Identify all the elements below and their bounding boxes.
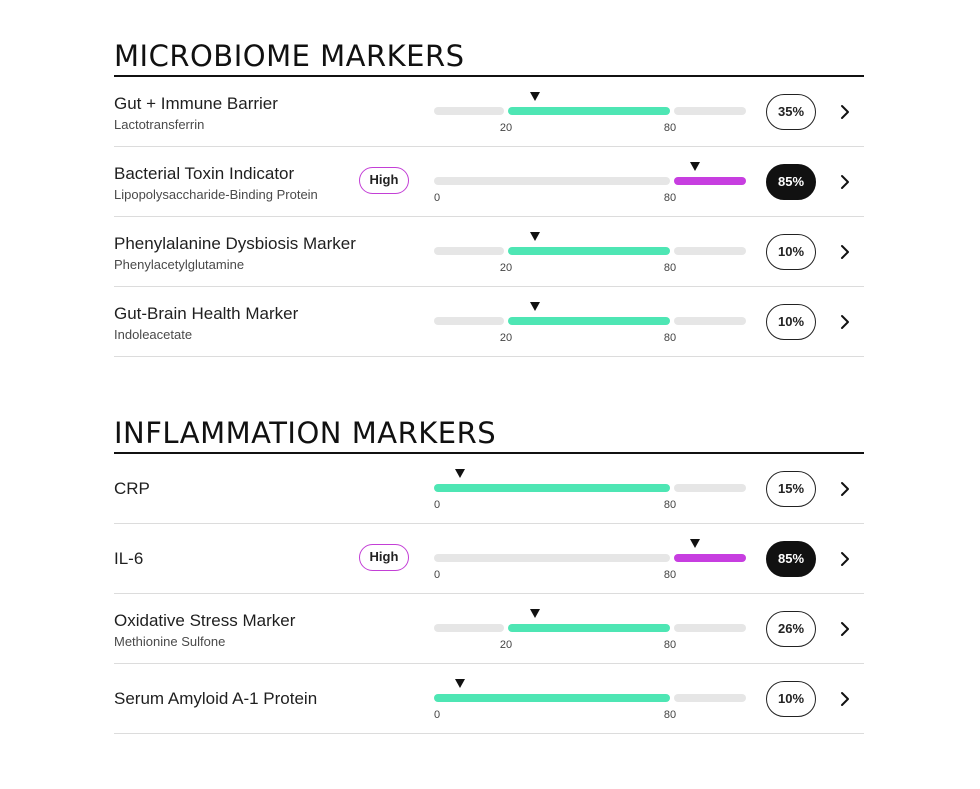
value-marker-icon (530, 609, 540, 618)
marker-subtitle: Lipopolysaccharide-Binding Protein (114, 187, 318, 202)
chevron-right-icon[interactable] (838, 621, 852, 637)
range-bar: 20 80 (434, 77, 746, 146)
percentile-badge: 10% (766, 681, 816, 717)
range-tick-label: 20 (499, 639, 513, 651)
marker-name: CRP (114, 479, 150, 498)
marker-name: Bacterial Toxin Indicator (114, 164, 295, 183)
range-segment (508, 624, 670, 632)
microbiome-markers-section: MICROBIOME MARKERS Gut + Immune Barrier … (114, 37, 864, 357)
percentile-badge: 10% (766, 304, 816, 340)
range-bar: 20 80 (434, 217, 746, 286)
percentile-badge: 85% (766, 164, 816, 200)
range-tick-label: 80 (663, 122, 677, 134)
range-segment (434, 624, 504, 632)
range-segment (434, 177, 670, 185)
percentile-badge: 10% (766, 234, 816, 270)
percentile-badge: 85% (766, 541, 816, 577)
value-marker-icon (690, 539, 700, 548)
value-marker-icon (690, 162, 700, 171)
section-divider (114, 75, 864, 77)
range-bar: 20 80 (434, 594, 746, 663)
range-segment (508, 107, 670, 115)
range-bar: 0 80 (434, 454, 746, 523)
range-segment (434, 317, 504, 325)
chevron-right-icon[interactable] (838, 104, 852, 120)
range-tick-label: 0 (433, 499, 441, 511)
marker-list: Gut + Immune Barrier Lactotransferrin 20… (114, 77, 864, 357)
marker-row[interactable]: Oxidative Stress Marker Methionine Sulfo… (114, 594, 864, 664)
range-tick-label: 80 (663, 332, 677, 344)
range-bar: 20 80 (434, 287, 746, 356)
range-segment (434, 694, 670, 702)
marker-name: Phenylalanine Dysbiosis Marker (114, 234, 356, 253)
range-tick-label: 80 (663, 262, 677, 274)
marker-row[interactable]: IL-6 High 0 80 85% (114, 524, 864, 594)
range-segment (674, 484, 746, 492)
marker-subtitle: Lactotransferrin (114, 117, 205, 132)
chevron-right-icon[interactable] (838, 174, 852, 190)
marker-subtitle: Indoleacetate (114, 327, 193, 342)
value-marker-icon (530, 92, 540, 101)
range-segment (434, 247, 504, 255)
range-segment (434, 107, 504, 115)
percentile-badge: 35% (766, 94, 816, 130)
value-marker-icon (455, 469, 465, 478)
range-segment (674, 107, 746, 115)
marker-list: CRP 0 80 15% IL-6 High 0 80 85% Oxidative … (114, 454, 864, 734)
range-segment (508, 247, 670, 255)
marker-name: Serum Amyloid A-1 Protein (114, 689, 318, 708)
range-tick-label: 0 (433, 709, 441, 721)
section-title: MICROBIOME MARKERS (114, 39, 465, 73)
range-segment (674, 624, 746, 632)
marker-subtitle: Methionine Sulfone (114, 634, 226, 649)
range-tick-label: 80 (663, 192, 677, 204)
chevron-right-icon[interactable] (838, 314, 852, 330)
range-segment (434, 484, 670, 492)
chevron-right-icon[interactable] (838, 691, 852, 707)
marker-name: IL-6 (114, 549, 144, 568)
range-tick-label: 0 (433, 569, 441, 581)
marker-row[interactable]: CRP 0 80 15% (114, 454, 864, 524)
marker-row[interactable]: Gut-Brain Health Marker Indoleacetate 20… (114, 287, 864, 357)
marker-name: Gut + Immune Barrier (114, 94, 278, 113)
range-tick-label: 80 (663, 709, 677, 721)
high-flag-badge: High (359, 167, 409, 194)
value-marker-icon (455, 679, 465, 688)
range-tick-label: 80 (663, 639, 677, 651)
marker-row[interactable]: Serum Amyloid A-1 Protein 0 80 10% (114, 664, 864, 734)
marker-name: Gut-Brain Health Marker (114, 304, 299, 323)
range-segment (674, 317, 746, 325)
range-segment (674, 694, 746, 702)
range-segment (508, 317, 670, 325)
inflammation-markers-section: INFLAMMATION MARKERS CRP 0 80 15% IL-6 Hi… (114, 414, 864, 734)
range-bar: 0 80 (434, 147, 746, 216)
marker-row[interactable]: Gut + Immune Barrier Lactotransferrin 20… (114, 77, 864, 147)
range-segment (434, 554, 670, 562)
marker-name: Oxidative Stress Marker (114, 611, 296, 630)
marker-row[interactable]: Bacterial Toxin Indicator Lipopolysaccha… (114, 147, 864, 217)
marker-subtitle: Phenylacetylglutamine (114, 257, 245, 272)
range-segment (674, 177, 746, 185)
chevron-right-icon[interactable] (838, 244, 852, 260)
range-bar: 0 80 (434, 524, 746, 593)
range-tick-label: 20 (499, 262, 513, 274)
percentile-badge: 15% (766, 471, 816, 507)
range-tick-label: 80 (663, 569, 677, 581)
range-segment (674, 247, 746, 255)
range-tick-label: 20 (499, 122, 513, 134)
section-title: INFLAMMATION MARKERS (114, 416, 497, 450)
high-flag-badge: High (359, 544, 409, 571)
value-marker-icon (530, 302, 540, 311)
marker-row[interactable]: Phenylalanine Dysbiosis Marker Phenylace… (114, 217, 864, 287)
percentile-badge: 26% (766, 611, 816, 647)
range-bar: 0 80 (434, 664, 746, 733)
value-marker-icon (530, 232, 540, 241)
section-divider (114, 452, 864, 454)
range-tick-label: 0 (433, 192, 441, 204)
range-segment (674, 554, 746, 562)
chevron-right-icon[interactable] (838, 481, 852, 497)
range-tick-label: 80 (663, 499, 677, 511)
range-tick-label: 20 (499, 332, 513, 344)
chevron-right-icon[interactable] (838, 551, 852, 567)
